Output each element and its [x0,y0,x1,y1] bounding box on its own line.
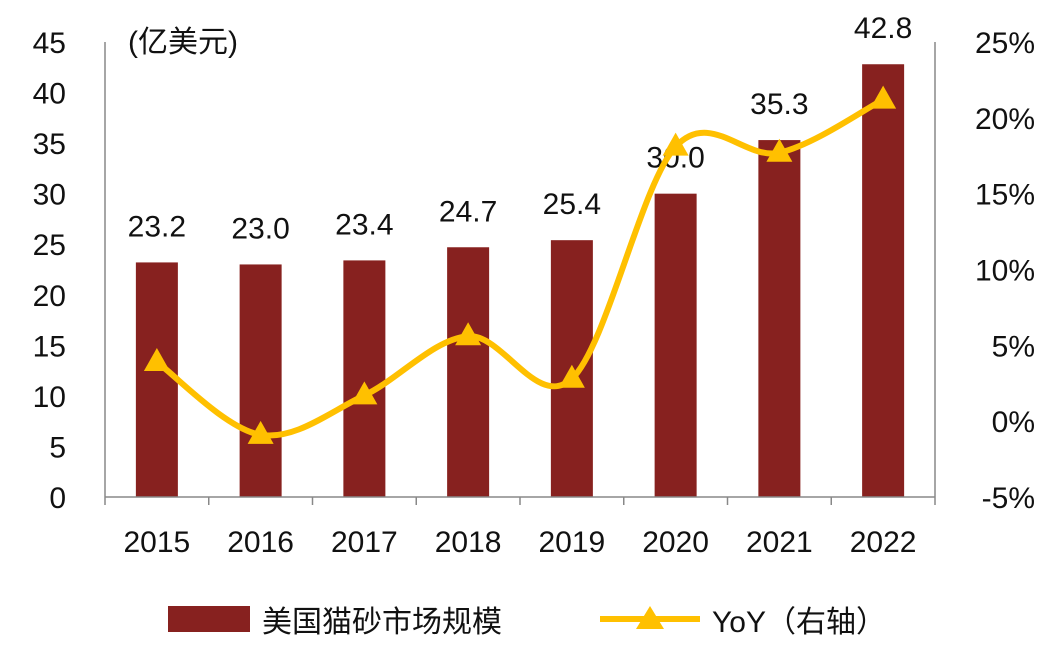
yoy-marker-2022 [870,85,897,109]
left-tick-label: 0 [49,482,66,515]
x-tick-label-2018: 2018 [435,526,502,559]
yoy-marker-2019 [558,364,585,388]
yoy-marker-2017 [351,381,378,405]
left-tick-label: 30 [33,179,66,212]
data-label-2015: 23.2 [128,210,186,243]
bar-2020 [654,193,697,497]
bar-2015 [135,262,178,497]
right-tick-label: 20% [975,103,1035,136]
bar-2016 [239,264,282,497]
bar-2017 [343,260,386,497]
x-tick-label-2017: 2017 [331,526,398,559]
yoy-marker-2020 [662,132,689,156]
bar-2021 [758,140,801,498]
yoy-marker-2021 [766,138,793,162]
left-tick-label: 40 [33,78,66,111]
right-tick-label: 25% [975,27,1035,60]
x-tick-label-2016: 2016 [227,526,294,559]
right-tick-label: 10% [975,255,1035,288]
legend-bar-label: 美国猫砂市场规模 [262,606,502,639]
data-label-2018: 24.7 [439,195,497,228]
right-tick-label: 15% [975,179,1035,212]
yoy-marker-2016 [247,420,274,444]
legend-line-label: YoY（右轴） [712,606,886,639]
x-tick-label-2021: 2021 [746,526,813,559]
left-tick-label: 25 [33,229,66,262]
left-tick-label: 20 [33,280,66,313]
x-tick-label-2019: 2019 [539,526,606,559]
bar-2022 [862,64,905,497]
left-tick-label: 45 [33,27,66,60]
data-label-2016: 23.0 [231,212,289,245]
right-tick-label: 5% [992,330,1035,363]
yoy-line [155,96,885,439]
yoy-marker-2015 [143,348,170,372]
data-label-2022: 42.8 [854,12,912,45]
data-label-2019: 25.4 [543,188,601,221]
right-tick-label: 0% [992,406,1035,439]
left-tick-label: 5 [49,431,66,464]
x-tick-label-2015: 2015 [124,526,191,559]
right-tick-label: -5% [982,482,1035,515]
data-label-2021: 35.3 [750,88,808,121]
bar-2018 [447,247,490,497]
left-tick-label: 10 [33,381,66,414]
x-tick-label-2020: 2020 [642,526,709,559]
data-label-2017: 23.4 [335,208,393,241]
left-tick-label: 15 [33,330,66,363]
left-tick-label: 35 [33,128,66,161]
yoy-marker-2018 [455,322,482,346]
left-axis-unit-label: (亿美元) [128,26,238,59]
legend-triangle-marker [636,606,664,629]
x-tick-label-2022: 2022 [850,526,917,559]
legend-bar-swatch [168,606,250,632]
legend: 美国猫砂市场规模 YoY（右轴） [168,606,886,639]
